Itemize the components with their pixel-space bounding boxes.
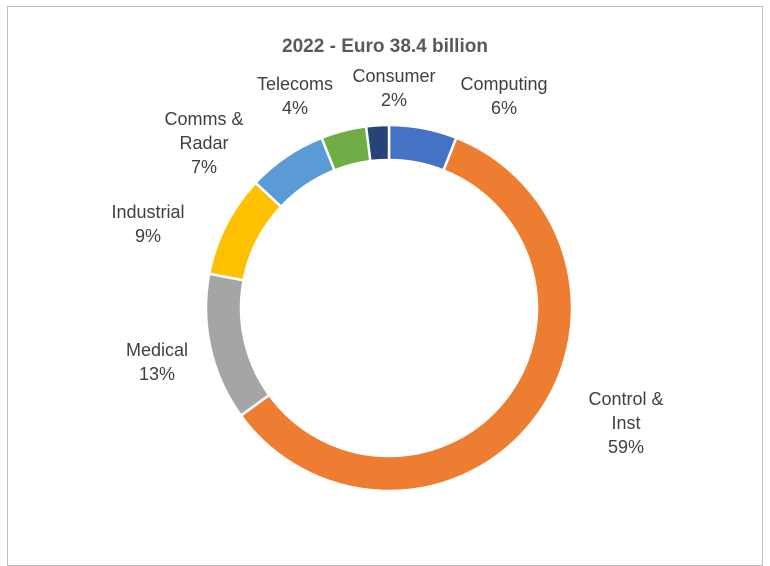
label-telecoms: Telecoms 4% xyxy=(257,74,333,118)
slice-consumer xyxy=(364,123,391,163)
label-consumer: Consumer 2% xyxy=(352,66,435,110)
slice-medical xyxy=(204,272,272,418)
label-control-inst: Control & Inst 59% xyxy=(588,389,663,457)
donut-chart: 2022 - Euro 38.4 billion Computing 6% Cont… xyxy=(111,36,664,493)
donut-slices xyxy=(204,123,574,493)
label-comms-radar: Comms & Radar 7% xyxy=(164,109,243,177)
label-industrial: Industrial 9% xyxy=(111,202,184,246)
chart-title: 2022 - Euro 38.4 billion xyxy=(282,36,488,57)
label-computing: Computing 6% xyxy=(460,74,547,118)
slice-control-inst xyxy=(239,136,574,493)
label-medical: Medical 13% xyxy=(126,340,188,384)
slice-labels: Computing 6% Control & Inst 59% Medical 13% Ind… xyxy=(111,66,663,457)
